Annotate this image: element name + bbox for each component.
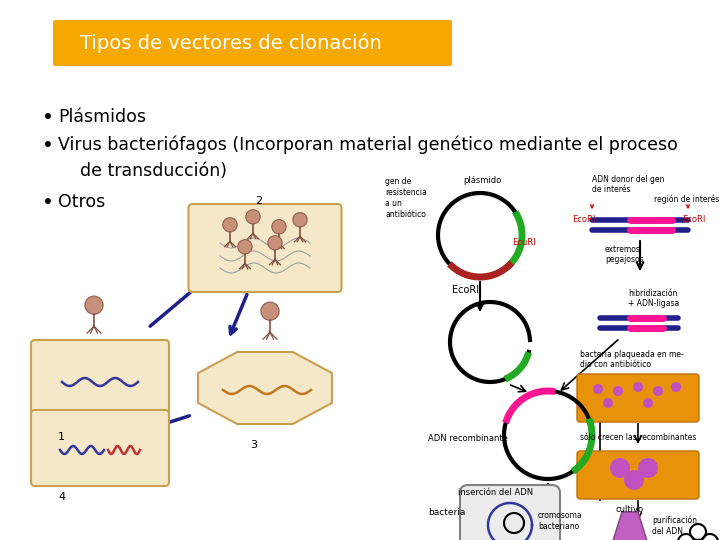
Circle shape <box>610 458 630 478</box>
Text: Virus bacteriófagos (Incorporan material genético mediante el proceso
    de tra: Virus bacteriófagos (Incorporan material… <box>58 136 678 179</box>
Text: •: • <box>42 136 54 155</box>
Text: pegajosos: pegajosos <box>605 255 644 264</box>
Text: sólo crecen las recombinantes: sólo crecen las recombinantes <box>580 433 696 442</box>
Circle shape <box>671 382 681 392</box>
Text: de interés: de interés <box>592 185 631 194</box>
Circle shape <box>643 398 653 408</box>
Text: + ADN-ligasa: + ADN-ligasa <box>628 299 679 308</box>
Text: bacteria plaqueada en me-: bacteria plaqueada en me- <box>580 350 684 359</box>
Text: •: • <box>42 108 54 127</box>
Text: ADN recombinante: ADN recombinante <box>428 434 508 443</box>
FancyBboxPatch shape <box>577 374 699 422</box>
Text: cultivo: cultivo <box>616 505 644 514</box>
Text: ADN donor del gen: ADN donor del gen <box>592 175 665 184</box>
Text: EcoRI: EcoRI <box>682 215 706 224</box>
Circle shape <box>272 220 286 234</box>
Text: Plásmidos: Plásmidos <box>58 108 146 126</box>
FancyBboxPatch shape <box>31 340 169 420</box>
FancyBboxPatch shape <box>460 485 560 540</box>
Circle shape <box>613 386 623 396</box>
Text: purificación
del ADN: purificación del ADN <box>652 515 697 536</box>
Circle shape <box>268 235 282 250</box>
Circle shape <box>624 470 644 490</box>
Text: cromosoma
bacteriano: cromosoma bacteriano <box>538 511 582 531</box>
Circle shape <box>653 386 663 396</box>
Text: 3: 3 <box>250 440 257 450</box>
FancyBboxPatch shape <box>577 451 699 499</box>
Text: 4: 4 <box>58 492 65 502</box>
Text: región de interés: región de interés <box>654 194 719 204</box>
Text: plásmido: plásmido <box>463 176 501 185</box>
Circle shape <box>293 213 307 227</box>
Circle shape <box>593 384 603 394</box>
Text: extremos: extremos <box>605 245 641 254</box>
FancyBboxPatch shape <box>31 410 169 486</box>
Text: Tipos de vectores de clonación: Tipos de vectores de clonación <box>80 33 382 53</box>
Text: EcuRI: EcuRI <box>512 238 536 247</box>
Text: bacteria: bacteria <box>428 508 465 517</box>
Text: 1: 1 <box>58 432 65 442</box>
Text: EcoRI: EcoRI <box>452 285 479 295</box>
FancyBboxPatch shape <box>189 204 341 292</box>
Circle shape <box>85 296 103 314</box>
Text: •: • <box>42 193 54 212</box>
Text: EcoRI: EcoRI <box>572 215 595 224</box>
Text: gen de
resistencia
a un
antibiótico: gen de resistencia a un antibiótico <box>385 177 427 219</box>
Text: hibridización: hibridización <box>628 289 678 298</box>
Circle shape <box>633 382 643 392</box>
Circle shape <box>261 302 279 320</box>
Polygon shape <box>612 512 648 540</box>
Text: dio con antibiótico: dio con antibiótico <box>580 360 651 369</box>
FancyBboxPatch shape <box>53 20 452 66</box>
Circle shape <box>638 458 658 478</box>
Circle shape <box>246 210 260 224</box>
Circle shape <box>238 240 252 254</box>
Text: Otros: Otros <box>58 193 105 211</box>
Text: 2: 2 <box>255 196 262 206</box>
Circle shape <box>223 218 237 232</box>
Text: inserción del ADN: inserción del ADN <box>458 488 533 497</box>
Circle shape <box>603 398 613 408</box>
Polygon shape <box>198 352 332 424</box>
